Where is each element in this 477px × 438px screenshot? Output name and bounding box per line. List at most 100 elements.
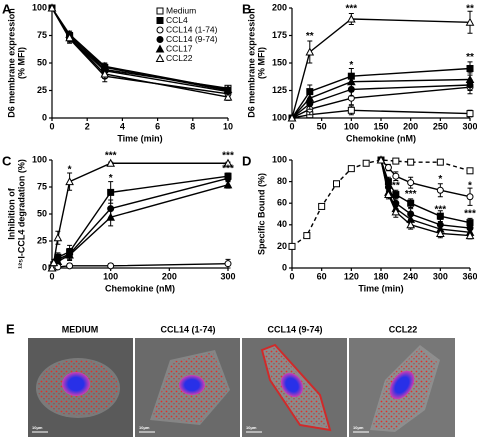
marker xyxy=(155,53,165,62)
y-tick-label: 200 xyxy=(272,2,287,12)
y-tick-label: 100 xyxy=(272,112,287,122)
y-tick-label: 80 xyxy=(277,176,287,186)
marker xyxy=(156,17,164,24)
scale-label: 10μm xyxy=(353,425,364,430)
x-tick-label: 120 xyxy=(344,271,359,281)
marker xyxy=(392,157,400,165)
marker xyxy=(333,180,340,188)
marker xyxy=(305,93,315,102)
scale-label: 10μm xyxy=(139,425,150,430)
x-tick-label: 0 xyxy=(49,271,54,281)
micrograph: 10μm xyxy=(242,338,347,437)
marker xyxy=(106,158,116,167)
y-tick-label: 0 xyxy=(42,262,47,272)
marker xyxy=(288,242,296,250)
annotation: * xyxy=(438,174,442,185)
y-tick-label: 100 xyxy=(32,2,47,12)
x-tick-label: 300 xyxy=(462,121,477,131)
marker xyxy=(346,77,356,86)
legend-label: Medium xyxy=(166,5,196,15)
marker xyxy=(318,202,326,210)
panel-label: D xyxy=(242,153,251,168)
marker xyxy=(465,231,475,240)
panel-label: A xyxy=(2,1,12,16)
marker xyxy=(347,165,355,173)
x-tick-label: 0 xyxy=(289,121,294,131)
marker xyxy=(305,47,315,56)
annotation: * xyxy=(349,60,353,71)
marker xyxy=(435,228,445,237)
annotation: ** xyxy=(306,31,314,42)
marker xyxy=(436,158,444,166)
marker xyxy=(53,233,63,242)
x-tick-label: 300 xyxy=(433,271,448,281)
marker xyxy=(347,106,355,114)
x-tick-label: 180 xyxy=(373,271,388,281)
marker xyxy=(65,33,74,42)
y-tick-label: 50 xyxy=(37,57,47,67)
panel-label: E xyxy=(6,321,15,336)
x-tick-label: 360 xyxy=(462,271,477,281)
x-tick-label: 250 xyxy=(433,121,448,131)
legend-label: CCL14 (9-74) xyxy=(166,34,218,44)
y-tick-label: 75 xyxy=(37,181,47,191)
panel-label: B xyxy=(242,1,251,16)
y-axis-label: Inhibition of xyxy=(6,187,16,239)
x-tick-label: 2 xyxy=(85,121,90,131)
marker xyxy=(156,26,164,34)
marker xyxy=(47,263,57,272)
marker xyxy=(303,232,311,240)
micrograph: 10μm xyxy=(135,338,240,437)
marker xyxy=(384,164,392,172)
series-line xyxy=(291,67,471,119)
x-tick-label: 200 xyxy=(162,271,177,281)
series-line xyxy=(291,84,471,119)
marker xyxy=(107,188,115,196)
marker xyxy=(466,193,474,201)
scale-label: 10μm xyxy=(32,425,43,430)
x-tick-label: 6 xyxy=(155,121,160,131)
annotation: *** xyxy=(105,150,117,161)
marker xyxy=(156,7,164,15)
marker xyxy=(224,260,232,268)
marker xyxy=(391,207,401,216)
marker xyxy=(466,65,474,72)
marker xyxy=(436,186,444,194)
y-tick-label: 25 xyxy=(37,235,47,245)
annotation: * xyxy=(68,164,72,175)
annotation: *** xyxy=(405,189,417,200)
image-title: CCL22 xyxy=(389,324,418,334)
marker xyxy=(392,172,400,180)
y-tick-label: 50 xyxy=(37,208,47,218)
scale-label: 10μm xyxy=(246,425,257,430)
marker xyxy=(223,92,233,101)
y-tick-label: 100 xyxy=(32,154,47,164)
micrograph: 10μm xyxy=(28,338,133,437)
series-line xyxy=(380,159,471,224)
x-axis-label: Time (min) xyxy=(117,133,162,143)
series-line xyxy=(52,262,229,269)
y-tick-label: 175 xyxy=(272,30,287,40)
x-axis-label: Chemokine (nM) xyxy=(105,283,175,293)
x-tick-label: 0 xyxy=(289,271,294,281)
y-axis-label: (% MFI) xyxy=(256,47,266,79)
legend-label: CCL22 xyxy=(166,53,193,63)
marker xyxy=(106,212,116,221)
y-axis-label: D6 membrane expression xyxy=(246,8,256,118)
y-tick-label: 20 xyxy=(277,241,287,251)
annotation: *** xyxy=(345,4,357,15)
marker xyxy=(407,158,415,166)
panel-e: E MEDIUM CCL14 (1-74) CCL14 (9-74) CCL22… xyxy=(6,321,455,437)
marker xyxy=(465,17,475,26)
marker xyxy=(223,180,233,189)
y-tick-label: 25 xyxy=(37,85,47,95)
micrograph: 10μm xyxy=(349,338,455,437)
y-tick-label: 125 xyxy=(272,85,287,95)
marker xyxy=(392,191,400,199)
x-axis-label: Time (min) xyxy=(358,283,403,293)
marker xyxy=(346,14,356,23)
x-tick-label: 100 xyxy=(344,121,359,131)
image-title: CCL14 (1-74) xyxy=(160,324,215,334)
annotation: *** xyxy=(434,204,446,215)
